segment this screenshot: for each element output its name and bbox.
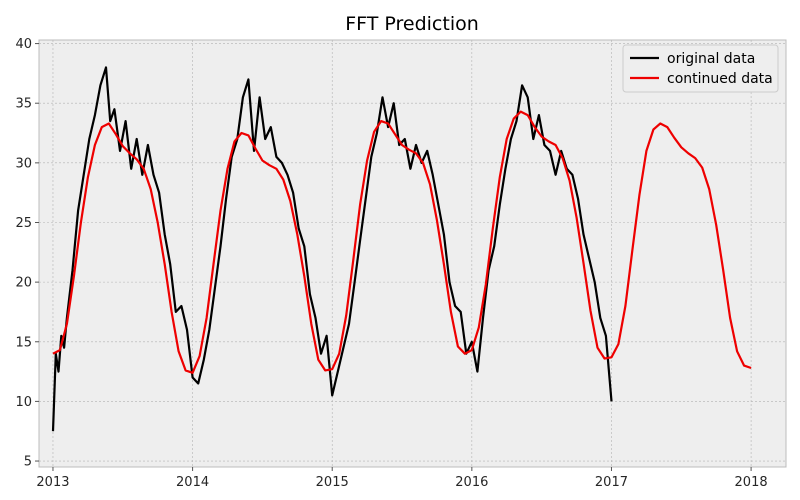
x-tick-label: 2013 [36, 475, 69, 490]
x-tick-label: 2018 [735, 475, 768, 490]
x-tick-label: 2015 [316, 475, 349, 490]
plot-area [38, 39, 787, 468]
legend-label-original: original data [667, 51, 755, 67]
x-tick-label: 2017 [595, 475, 628, 490]
y-tick-label: 5 [24, 455, 32, 470]
axis-ticks: 2013 2014 2015 2016 2017 2018 5 10 15 20 25 30 35 40 [15, 37, 767, 490]
chart-title: FFT Prediction [345, 13, 479, 35]
y-tick-label: 40 [15, 37, 32, 52]
x-tick-label: 2016 [455, 475, 488, 490]
original-data-line [51, 66, 613, 432]
series-layer [51, 66, 752, 432]
y-tick-label: 35 [15, 97, 32, 112]
y-tick-label: 25 [15, 216, 32, 231]
y-tick-label: 15 [15, 335, 32, 350]
x-tick-label: 2014 [176, 475, 209, 490]
grid-lines [39, 40, 786, 467]
legend-box [622, 44, 779, 93]
legend-label-continued: continued data [667, 71, 773, 87]
y-tick-label: 20 [15, 276, 32, 291]
y-tick-label: 10 [15, 395, 32, 410]
continued-data-line [52, 110, 752, 374]
y-tick-label: 30 [15, 156, 32, 171]
legend: original data continued data [622, 44, 779, 93]
